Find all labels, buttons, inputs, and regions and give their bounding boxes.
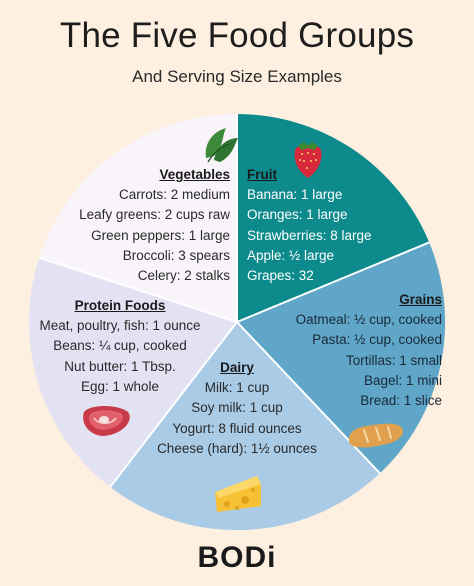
protein-segment	[28, 257, 237, 487]
protein-item: Beans: ¼ cup, cooked	[53, 338, 187, 354]
grains-item: Bread: 1 slice	[360, 393, 442, 409]
dairy-item: Soy milk: 1 cup	[191, 400, 283, 416]
dairy-heading: Dairy	[220, 360, 254, 375]
leafy-greens-icon	[205, 128, 238, 163]
page-title: The Five Food Groups	[59, 16, 415, 55]
vegetables-label: Vegetables Carrots: 2 medium Leafy green…	[40, 165, 230, 286]
fruit-item: Grapes: 32	[247, 268, 314, 284]
dairy-segment	[110, 322, 380, 531]
protein-label: Protein Foods Meat, poultry, fish: 1 oun…	[25, 296, 215, 397]
strawberry-icon	[294, 142, 322, 178]
grains-item: Oatmeal: ½ cup, cooked	[295, 312, 442, 328]
vegetables-item: Celery: 2 stalks	[137, 268, 230, 284]
dairy-item: Cheese (hard): 1½ ounces	[157, 440, 317, 456]
protein-heading: Protein Foods	[74, 298, 166, 313]
protein-item: Egg: 1 whole	[80, 378, 160, 394]
page-subtitle: And Serving Size Examples	[132, 67, 342, 86]
protein-item: Nut butter: 1 Tbsp.	[64, 358, 176, 374]
dairy-item: Yogurt: 8 fluid ounces	[172, 420, 302, 436]
vegetables-item: Carrots: 2 medium	[118, 187, 230, 203]
grains-label: Grains Oatmeal: ½ cup, cooked Pasta: ½ c…	[250, 290, 442, 411]
bread-icon	[348, 423, 404, 448]
grains-item: Tortillas: 1 small	[345, 352, 442, 368]
fruit-item: Apple: ½ large	[247, 247, 335, 263]
fruit-segment	[237, 114, 430, 322]
vegetables-item: Leafy greens: 2 cups raw	[79, 207, 230, 223]
fruit-heading: Fruit	[247, 167, 277, 182]
dairy-label: Dairy Milk: 1 cup Soy milk: 1 cup Yogurt…	[137, 358, 337, 459]
brand-logo: BODi	[197, 541, 277, 574]
vegetables-heading: Vegetables	[159, 167, 230, 182]
fruit-item: Oranges: 1 large	[247, 207, 348, 223]
fruit-item: Strawberries: 8 large	[247, 227, 372, 243]
vegetables-item: Green peppers: 1 large	[91, 227, 230, 243]
fruit-item: Banana: 1 large	[247, 187, 343, 203]
grains-segment	[237, 242, 446, 474]
steak-icon	[83, 406, 130, 436]
vegetables-item: Broccoli: 3 spears	[122, 247, 230, 263]
grains-heading: Grains	[399, 292, 442, 307]
fruit-label: Fruit Banana: 1 large Oranges: 1 large S…	[247, 165, 417, 286]
grains-item: Pasta: ½ cup, cooked	[312, 332, 442, 348]
dairy-item: Milk: 1 cup	[204, 380, 270, 396]
vegetables-segment	[39, 114, 238, 322]
cheese-icon	[215, 476, 261, 512]
protein-item: Meat, poultry, fish: 1 ounce	[39, 318, 201, 334]
grains-item: Bagel: 1 mini	[363, 372, 442, 388]
